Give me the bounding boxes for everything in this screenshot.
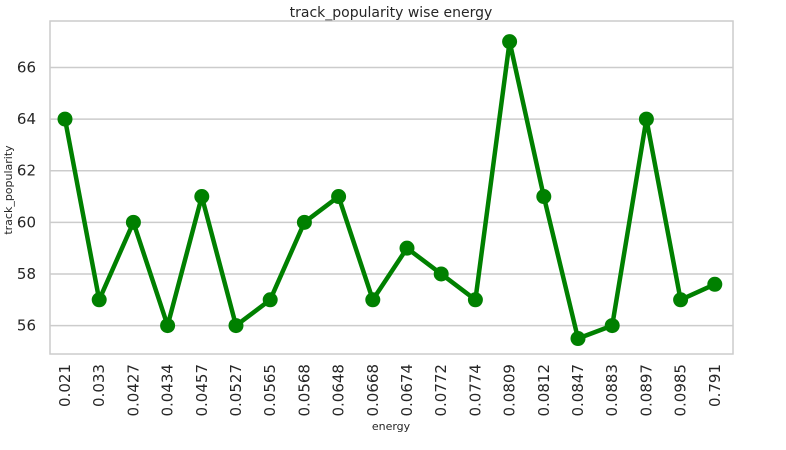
data-point xyxy=(262,292,278,308)
data-point xyxy=(536,189,552,205)
x-tick-label: 0.0985 xyxy=(672,364,690,417)
x-tick-label: 0.0565 xyxy=(261,364,279,417)
y-axis-label: track_popularity xyxy=(2,145,15,235)
x-tick-label: 0.0457 xyxy=(193,364,211,417)
data-point xyxy=(502,34,518,50)
data-point xyxy=(331,189,347,205)
plot-frame xyxy=(49,20,734,355)
x-tick-labels: 0.021 0.033 0.0427 0.0434 0.0457 0.0527 0.0565… xyxy=(56,364,724,417)
x-tick-label: 0.0897 xyxy=(637,364,655,417)
y-tick-label: 58 xyxy=(17,265,36,283)
data-point xyxy=(570,331,586,347)
x-tick-label: 0.0648 xyxy=(330,364,348,417)
y-tick-label: 66 xyxy=(17,58,36,76)
x-tick-label: 0.0774 xyxy=(466,364,484,417)
data-point xyxy=(228,318,244,334)
x-tick-label: 0.0674 xyxy=(398,364,416,417)
y-tick-label: 62 xyxy=(17,162,36,180)
x-tick-label: 0.791 xyxy=(706,364,724,407)
x-tick-label: 0.0427 xyxy=(124,364,142,417)
y-tick-labels: 56 58 60 62 64 66 xyxy=(17,58,36,334)
x-tick-label: 0.0847 xyxy=(569,364,587,417)
series-layer xyxy=(57,34,723,347)
data-point xyxy=(399,240,415,256)
x-tick-label: 0.0668 xyxy=(364,364,382,417)
x-tick-label: 0.0812 xyxy=(535,364,553,417)
data-point xyxy=(433,266,449,282)
data-point xyxy=(125,214,141,230)
data-point xyxy=(673,292,689,308)
data-point xyxy=(57,111,73,127)
data-point xyxy=(707,276,723,292)
y-tick-label: 64 xyxy=(17,110,36,128)
x-tick-label: 0.0772 xyxy=(432,364,450,417)
y-tick-label: 56 xyxy=(17,317,36,335)
series-line xyxy=(62,39,718,341)
x-tick-label: 0.0883 xyxy=(603,364,621,417)
x-tick-label: 0.021 xyxy=(56,364,74,407)
data-point xyxy=(91,292,107,308)
data-point xyxy=(160,318,176,334)
x-tick-label: 0.0568 xyxy=(295,364,313,417)
data-point xyxy=(467,292,483,308)
data-point xyxy=(365,292,381,308)
x-tick-label: 0.0527 xyxy=(227,364,245,417)
x-tick-label: 0.0809 xyxy=(501,364,519,417)
x-axis-label: energy xyxy=(372,420,411,433)
chart-title: track_popularity wise energy xyxy=(290,5,493,21)
data-point xyxy=(638,111,654,127)
x-tick-label: 0.0434 xyxy=(159,364,177,417)
x-tick-label: 0.033 xyxy=(90,364,108,407)
data-point xyxy=(194,189,210,205)
data-point xyxy=(604,318,620,334)
y-tick-label: 60 xyxy=(17,213,36,231)
data-point xyxy=(296,214,312,230)
